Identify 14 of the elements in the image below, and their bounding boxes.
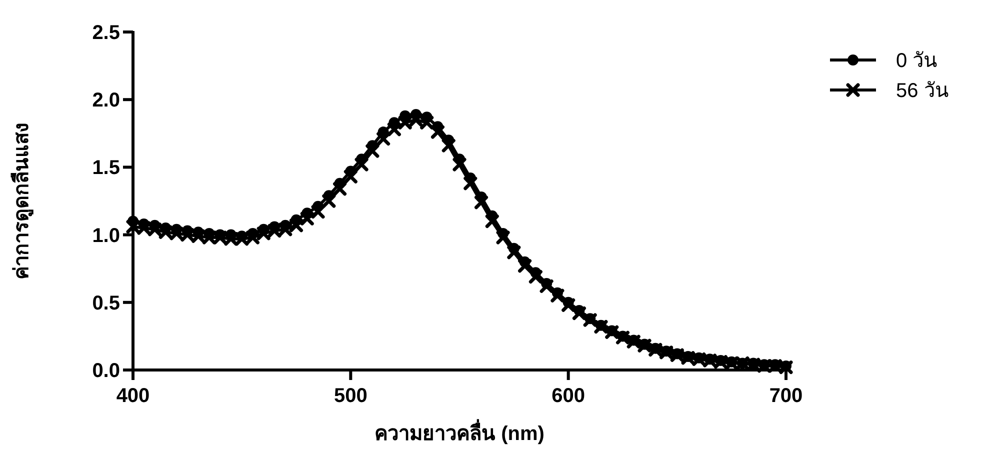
- x-tick-label: 700: [769, 385, 803, 407]
- y-tick-label: 2.5: [92, 22, 120, 44]
- x-tick-label: 500: [334, 385, 368, 407]
- y-axis-title: ค่าการดูดกลืนแสง: [10, 122, 35, 280]
- legend-label: 0 วัน: [896, 50, 938, 72]
- x-tick-label: 400: [116, 385, 150, 407]
- y-tick-label: 1.5: [92, 157, 120, 180]
- y-tick-label: 0.5: [92, 292, 120, 314]
- x-tick-label: 600: [552, 385, 586, 407]
- y-tick-label: 0.0: [92, 360, 120, 382]
- legend-label: 56 วัน: [896, 80, 949, 102]
- y-tick-label: 2.0: [92, 90, 120, 112]
- y-tick-label: 1.0: [92, 224, 120, 247]
- x-axis-title: ความยาวคลื่น (nm): [374, 418, 544, 445]
